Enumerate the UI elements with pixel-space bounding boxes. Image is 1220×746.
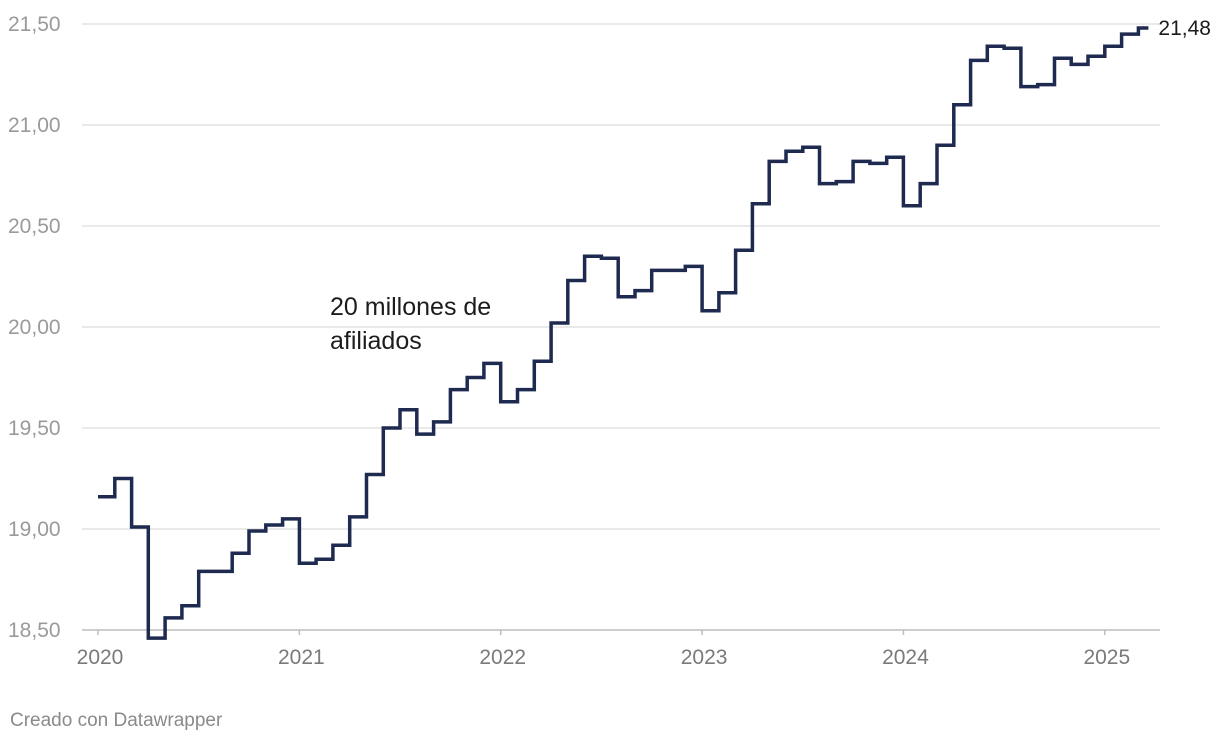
series-line xyxy=(98,26,1149,640)
y-tick-label: 19,00 xyxy=(8,518,61,541)
y-tick-label: 20,50 xyxy=(8,215,61,238)
x-axis-ticks: 2020 2021 2022 2023 2024 2025 xyxy=(77,630,1130,669)
credit-footer: Creado con Datawrapper xyxy=(10,710,223,731)
line-chart: 18,50 19,00 19,50 20,00 20,50 21,00 21,50 2020… xyxy=(8,13,1211,669)
grid-lines xyxy=(82,23,1160,530)
end-value-label: 21,48 xyxy=(1158,17,1211,40)
y-tick-label: 21,50 xyxy=(8,13,61,36)
y-tick-label: 18,50 xyxy=(8,619,61,642)
x-tick-label: 2021 xyxy=(278,646,325,669)
y-tick-label: 21,00 xyxy=(8,114,61,137)
y-tick-label: 19,50 xyxy=(8,417,61,440)
annotation-line-1: 20 millones de xyxy=(330,293,491,321)
x-tick-label: 2023 xyxy=(681,646,728,669)
x-tick-label: 2025 xyxy=(1083,646,1130,669)
x-tick-label: 2022 xyxy=(479,646,526,669)
x-tick-label: 2024 xyxy=(882,646,929,669)
x-tick-label: 2020 xyxy=(77,646,124,669)
annotation-line-2: afiliados xyxy=(330,327,422,355)
y-tick-label: 20,00 xyxy=(8,316,61,339)
y-axis-ticks: 18,50 19,00 19,50 20,00 20,50 21,00 21,50 xyxy=(8,13,61,642)
